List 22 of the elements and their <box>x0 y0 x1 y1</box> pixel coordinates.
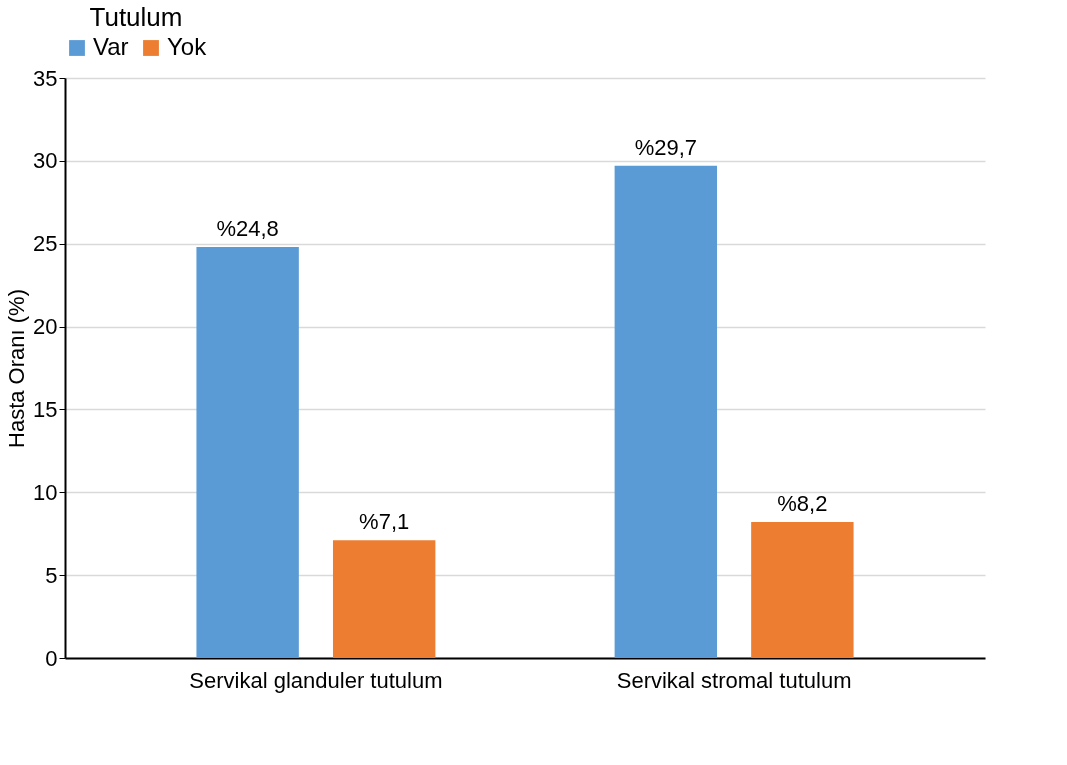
y-tick-label: 15 <box>33 396 58 422</box>
y-tick-label: 0 <box>45 645 58 671</box>
bar <box>751 522 854 658</box>
y-tick-label: 35 <box>33 65 58 91</box>
bar <box>614 165 718 658</box>
data-label: %24,8 <box>216 216 279 242</box>
y-tick-label: 5 <box>45 562 58 588</box>
y-tick-label: 20 <box>33 314 58 340</box>
legend-label: Yok <box>167 33 208 60</box>
bar <box>196 247 299 658</box>
y-tick-label: 25 <box>33 231 58 257</box>
data-label: %8,2 <box>777 491 828 517</box>
x-tick-label: Servikal stromal tutulum <box>616 667 852 693</box>
y-axis-title: Hasta Oranı (%) <box>4 289 30 448</box>
legend-label: Var <box>93 33 129 60</box>
y-tick-label: 10 <box>33 479 58 505</box>
y-tick-label: 30 <box>33 148 58 174</box>
data-label: %7,1 <box>359 509 410 535</box>
bar <box>332 540 436 658</box>
legend-title: Tutulum <box>89 2 183 32</box>
x-tick-label: Servikal glanduler tutulum <box>189 667 443 693</box>
data-label: %29,7 <box>634 134 698 160</box>
